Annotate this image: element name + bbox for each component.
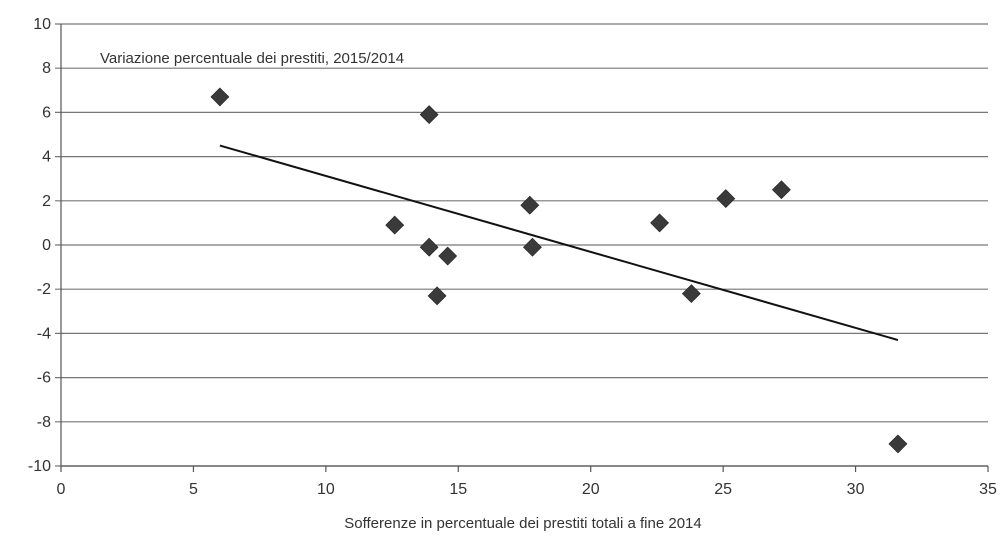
y-axis-ticks: 10 8 6 4 2 0 -2 -4 -6 -8 -10 (28, 16, 51, 475)
y-tick-label: -10 (28, 458, 51, 475)
x-tick-label: 15 (449, 481, 467, 498)
x-axis-ticks: 0 5 10 15 20 25 30 35 (57, 466, 997, 498)
x-tick-label: 10 (317, 481, 335, 498)
data-point (210, 87, 230, 107)
data-point (438, 246, 458, 266)
y-tick-label: 2 (42, 193, 51, 210)
data-point (650, 213, 670, 233)
data-point (771, 180, 791, 200)
data-point (520, 195, 540, 215)
y-tick-label: 0 (42, 237, 51, 254)
grid-lines (55, 23, 988, 467)
data-point (716, 189, 736, 209)
data-point (681, 284, 701, 304)
data-point (888, 434, 908, 454)
x-tick-label: 20 (582, 481, 600, 498)
y-tick-label: -8 (37, 414, 51, 431)
data-point (523, 237, 542, 257)
trend-line (219, 144, 899, 341)
x-tick-label: 0 (57, 481, 66, 498)
y-tick-label: 4 (42, 149, 51, 166)
y-tick-label: -6 (37, 370, 51, 387)
data-point (419, 237, 439, 257)
y-tick-label: 10 (33, 16, 51, 33)
x-tick-label: 25 (714, 481, 732, 498)
axes (60, 24, 988, 467)
x-tick-label: 35 (979, 481, 997, 498)
x-tick-label: 30 (847, 481, 865, 498)
data-point (419, 105, 439, 125)
x-tick-label: 5 (189, 481, 198, 498)
y-tick-label: 6 (42, 104, 51, 121)
chart-title: Variazione percentuale dei prestiti, 201… (100, 50, 404, 67)
x-axis-title: Sofferenze in percentuale dei prestiti t… (344, 515, 701, 532)
y-tick-label: -2 (37, 281, 51, 298)
y-tick-label: -4 (37, 325, 51, 342)
data-point (385, 215, 405, 235)
y-tick-label: 8 (42, 60, 51, 77)
data-points (210, 87, 908, 454)
data-point (427, 286, 447, 306)
